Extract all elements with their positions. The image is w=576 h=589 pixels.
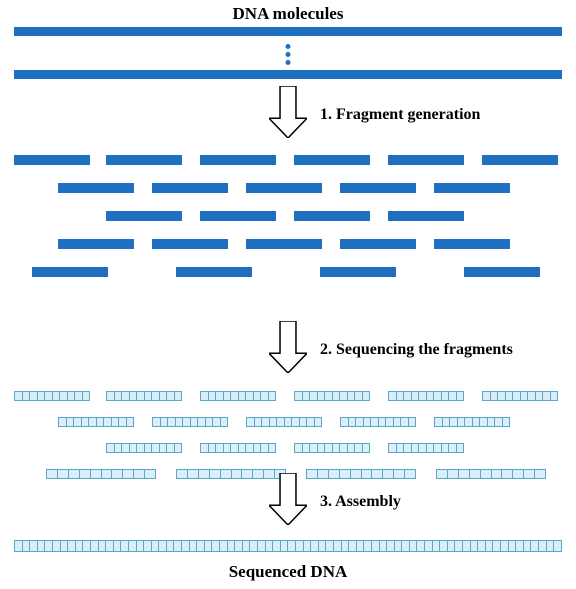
fragment-sequenced: [200, 443, 276, 453]
fragment-solid: [200, 211, 276, 221]
fragment-solid: [340, 183, 416, 193]
step-1-label: 1. Fragment generation: [320, 106, 480, 124]
fragment-sequenced: [58, 417, 134, 427]
dna-strand-2: [14, 70, 562, 79]
fragment-solid: [388, 211, 464, 221]
fragment-solid: [58, 183, 134, 193]
fragment-solid: [106, 155, 182, 165]
fragment-sequenced: [106, 391, 182, 401]
arrow-step-3: [269, 473, 307, 525]
fragment-sequenced: [388, 391, 464, 401]
fragment-solid: [32, 267, 108, 277]
fragment-sequenced: [46, 469, 156, 479]
fragment-sequenced: [434, 417, 510, 427]
fragment-solid: [320, 267, 396, 277]
step-3-label: 3. Assembly: [320, 493, 401, 511]
fragment-solid: [176, 267, 252, 277]
fragment-sequenced: [306, 469, 416, 479]
title-dna-molecules: DNA molecules: [233, 4, 344, 24]
fragment-solid: [106, 211, 182, 221]
fragment-sequenced: [200, 391, 276, 401]
fragment-solid: [340, 239, 416, 249]
fragment-solid: [152, 239, 228, 249]
fragment-solid: [246, 183, 322, 193]
sequenced-dna-bar: [14, 540, 562, 552]
fragment-solid: [434, 183, 510, 193]
title-sequenced-dna: Sequenced DNA: [229, 562, 348, 582]
fragment-sequenced: [294, 443, 370, 453]
fragment-solid: [482, 155, 558, 165]
dot-icon: [286, 60, 291, 65]
fragment-sequenced: [152, 417, 228, 427]
dot-icon: [286, 44, 291, 49]
fragment-sequenced: [388, 443, 464, 453]
fragment-sequenced: [246, 417, 322, 427]
fragment-solid: [246, 239, 322, 249]
fragment-sequenced: [14, 391, 90, 401]
ellipsis-dots: [286, 44, 291, 65]
fragment-sequenced: [106, 443, 182, 453]
fragments-solid-region: [0, 155, 576, 295]
dna-strand-1: [14, 27, 562, 36]
fragment-solid: [294, 155, 370, 165]
fragment-solid: [434, 239, 510, 249]
arrow-step-1: [269, 86, 307, 138]
arrow-step-2: [269, 321, 307, 373]
fragment-solid: [152, 183, 228, 193]
fragment-solid: [464, 267, 540, 277]
fragment-sequenced: [482, 391, 558, 401]
fragment-sequenced: [340, 417, 416, 427]
step-2-label: 2. Sequencing the fragments: [320, 341, 513, 359]
fragment-solid: [294, 211, 370, 221]
fragment-solid: [200, 155, 276, 165]
fragment-solid: [388, 155, 464, 165]
fragment-solid: [58, 239, 134, 249]
dot-icon: [286, 52, 291, 57]
fragment-sequenced: [294, 391, 370, 401]
fragment-solid: [14, 155, 90, 165]
fragment-sequenced: [436, 469, 546, 479]
